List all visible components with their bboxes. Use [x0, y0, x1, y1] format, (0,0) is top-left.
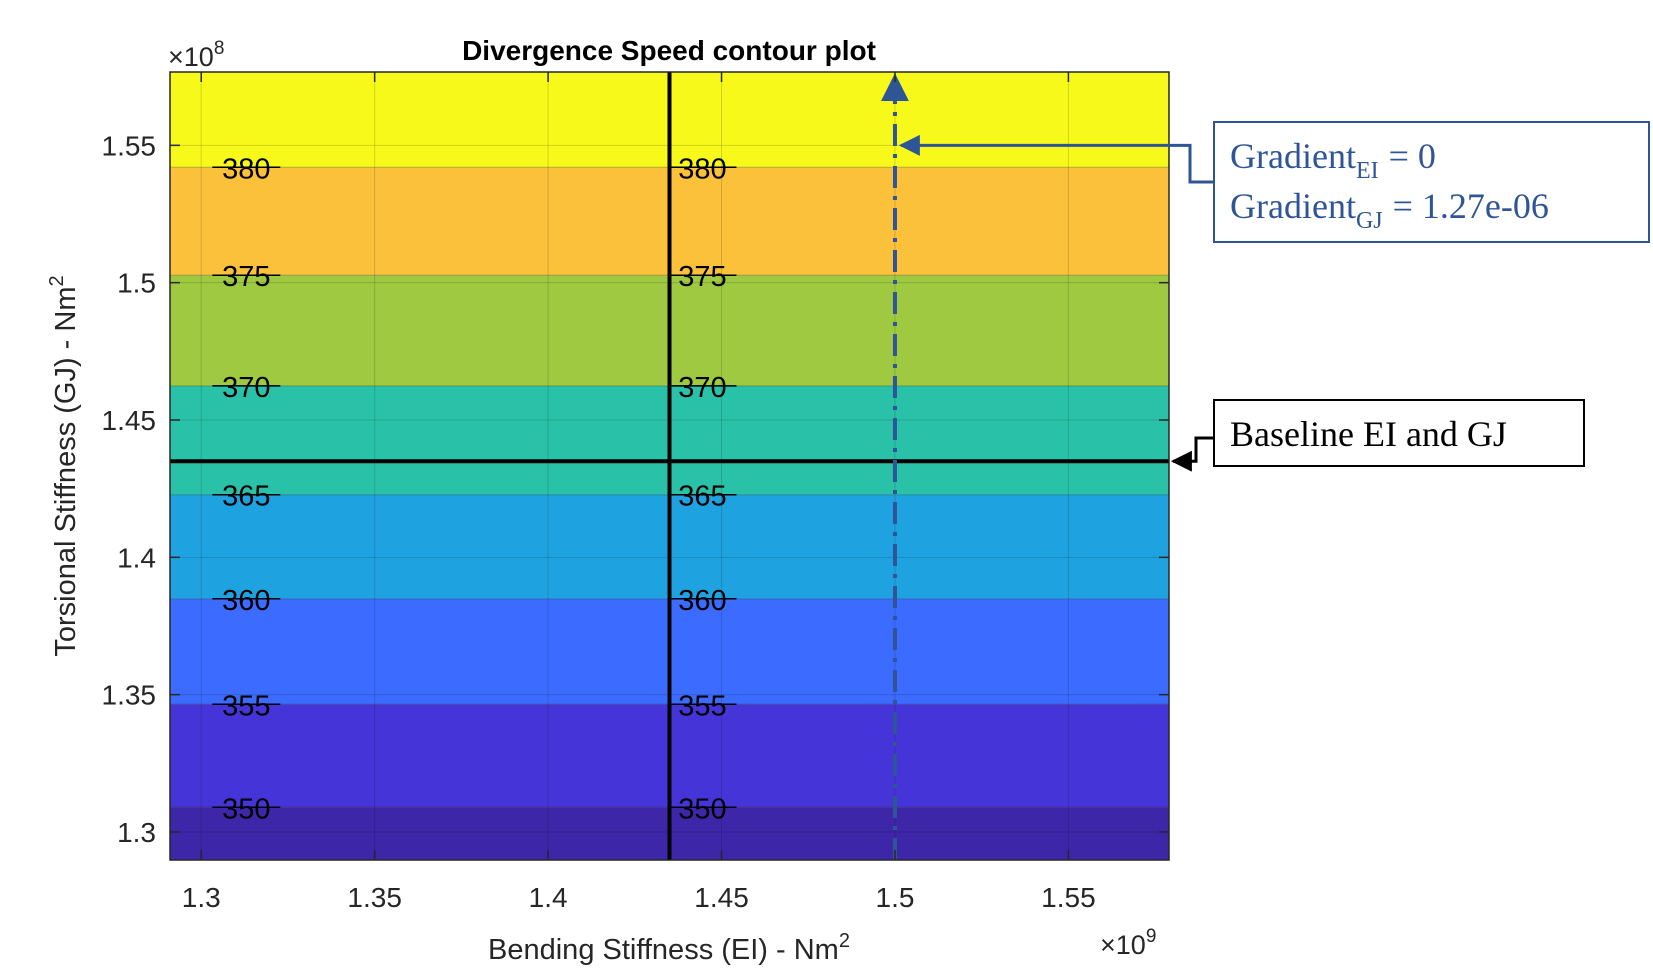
- gradient-annotation-box: [1213, 121, 1650, 243]
- gradient-gj-text: GradientGJ = 1.27e-06: [1230, 186, 1549, 234]
- baseline-annotation: Baseline EI and GJ: [1170, 399, 1585, 472]
- contour-label-365: 365: [678, 481, 726, 513]
- x-tick-label: 1.3: [182, 882, 221, 913]
- y-axis-label: Torsional Stiffness (GJ) - Nm2: [46, 275, 82, 656]
- y-tick-label: 1.35: [102, 680, 157, 711]
- x-tick-label: 1.35: [347, 882, 402, 913]
- y-tick-label: 1.3: [117, 817, 156, 848]
- gradient-gj-value: = 1.27e-06: [1393, 186, 1549, 226]
- y-axis-label-superscript: 2: [46, 275, 68, 286]
- y-axis-exponent-power: 8: [214, 38, 225, 59]
- contour-label-360: 360: [678, 585, 726, 617]
- contour-label-380: 380: [678, 153, 726, 185]
- gradient-ei-subscript: EI: [1356, 158, 1379, 184]
- x-tick-label: 1.55: [1041, 882, 1096, 913]
- x-axis-label-text: Bending Stiffness (EI) - Nm: [488, 934, 839, 966]
- gradient-ei-prefix: Gradient: [1230, 136, 1356, 176]
- y-tick-label: 1.45: [102, 405, 157, 436]
- x-axis-exponent-base: ×10: [1100, 930, 1146, 960]
- baseline-crosshair: [170, 72, 1169, 860]
- baseline-annotation-text: Baseline EI and GJ: [1230, 414, 1507, 454]
- x-axis-exponent: ×109: [1100, 926, 1156, 960]
- baseline-pointer-arrow: [1170, 436, 1214, 472]
- gradient-gj-prefix: Gradient: [1230, 186, 1356, 226]
- baseline-annotation-box: [1213, 399, 1585, 467]
- x-tick-label: 1.45: [694, 882, 749, 913]
- contour-label-375: 375: [678, 261, 726, 293]
- contour-label-355: 355: [678, 690, 726, 722]
- chart-title: Divergence Speed contour plot: [462, 35, 876, 66]
- y-axis-exponent-base: ×10: [168, 42, 214, 72]
- plot-area-frame: [169, 71, 1170, 861]
- contour-label-370: 370: [678, 372, 726, 404]
- gradient-annotation: GradientEI = 0 GradientGJ = 1.27e-06: [898, 121, 1650, 243]
- contour-label-355: 355: [222, 690, 270, 722]
- gradient-ei-text: GradientEI = 0: [1230, 136, 1436, 184]
- x-axis-exponent-power: 9: [1146, 926, 1157, 947]
- contour-label-350: 350: [222, 793, 270, 825]
- x-axis-label-superscript: 2: [839, 930, 850, 952]
- x-axis-label: Bending Stiffness (EI) - Nm2: [488, 930, 850, 966]
- gradient-ei-value: = 0: [1389, 136, 1436, 176]
- y-tick-label: 1.4: [117, 542, 156, 573]
- contour-lines: 350 350 355 355 360 360 365 365 370 370 375 375 380 3…: [170, 153, 1169, 825]
- y-axis-ticks: 1.3 1.35 1.4 1.45 1.5 1.55: [102, 130, 1169, 848]
- contour-label-365: 365: [222, 481, 270, 513]
- contour-label-375: 375: [222, 261, 270, 293]
- contour-label-350: 350: [678, 793, 726, 825]
- y-tick-label: 1.5: [117, 268, 156, 299]
- gradient-pointer-arrow: [898, 134, 1214, 184]
- contour-label-370: 370: [222, 372, 270, 404]
- contour-label-380: 380: [222, 153, 270, 185]
- gradient-gj-subscript: GJ: [1356, 208, 1383, 234]
- y-axis-exponent: ×108: [168, 38, 224, 72]
- contour-label-360: 360: [222, 585, 270, 617]
- x-tick-label: 1.4: [529, 882, 568, 913]
- y-axis-label-text: Torsional Stiffness (GJ) - Nm: [50, 287, 82, 657]
- x-tick-label: 1.5: [876, 882, 915, 913]
- y-tick-label: 1.55: [102, 130, 157, 161]
- x-axis-ticks: 1.3 1.35 1.4 1.45 1.5 1.55: [182, 72, 1096, 913]
